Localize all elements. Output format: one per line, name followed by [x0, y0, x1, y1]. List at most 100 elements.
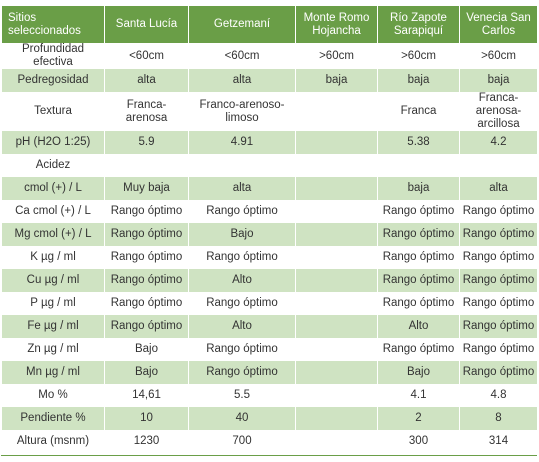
- cell: Rango óptimo: [104, 200, 189, 223]
- row-label: Textura: [1, 92, 105, 131]
- row-label: Mg cmol (+) / L: [1, 223, 105, 246]
- cell: 314: [459, 430, 538, 453]
- header-getzemani: Getzemaní: [188, 6, 296, 43]
- header-rio-zapote: Río Zapote Sarapiquí: [377, 6, 460, 43]
- cell: baja: [377, 69, 460, 92]
- cell: Rango óptimo: [459, 200, 538, 223]
- row-label: cmol (+) / L: [1, 177, 105, 200]
- cell: [295, 200, 378, 223]
- cell: >60cm: [295, 43, 378, 69]
- table-header-row: Sitios seleccionados Santa Lucía Getzema…: [1, 6, 538, 43]
- cell: 300: [377, 430, 460, 453]
- cell: Rango óptimo: [104, 269, 189, 292]
- cell: Alto: [188, 315, 296, 338]
- cell: [295, 338, 378, 361]
- table-bottom-rule: [1, 455, 537, 456]
- cell: alta: [459, 177, 538, 200]
- cell: Rango óptimo: [104, 246, 189, 269]
- cell: 4.1: [377, 384, 460, 407]
- row-label: Pendiente %: [1, 407, 105, 430]
- cell: Franca: [377, 92, 460, 131]
- row-label: Fe µg / ml: [1, 315, 105, 338]
- table-row: Mg cmol (+) / L Rango óptimo Bajo Rango …: [1, 223, 538, 246]
- table-row: Mo % 14,61 5.5 4.1 4.8: [1, 384, 538, 407]
- cell: baja: [459, 69, 538, 92]
- table-row: Fe µg / ml Rango óptimo Alto Alto Rango …: [1, 315, 538, 338]
- row-label: K µg / ml: [1, 246, 105, 269]
- cell: alta: [188, 177, 296, 200]
- cell: baja: [295, 69, 378, 92]
- table-row: Altura (msnm) 1230 700 300 314: [1, 430, 538, 453]
- cell: Franca- arenosa: [104, 92, 189, 131]
- cell: Franco-arenoso-limoso: [188, 92, 296, 131]
- cell: 5.9: [104, 131, 189, 154]
- cell: Rango óptimo: [104, 223, 189, 246]
- cell: [295, 177, 378, 200]
- row-label: Acidez: [1, 154, 105, 177]
- row-label: pH (H2O 1:25): [1, 131, 105, 154]
- table-row: Ca cmol (+) / L Rango óptimo Rango óptim…: [1, 200, 538, 223]
- cell: Rango óptimo: [377, 338, 460, 361]
- cell: >60cm: [377, 43, 460, 69]
- row-label: Profundidad efectiva: [1, 43, 105, 69]
- cell: 10: [104, 407, 189, 430]
- cell: Rango óptimo: [459, 338, 538, 361]
- table-row: Pedregosidad alta alta baja baja baja: [1, 69, 538, 92]
- cell: Rango óptimo: [188, 200, 296, 223]
- row-label: Ca cmol (+) / L: [1, 200, 105, 223]
- table-row: Cu µg / ml Rango óptimo Alto Rango óptim…: [1, 269, 538, 292]
- table-row: K µg / ml Rango óptimo Rango óptimo Rang…: [1, 246, 538, 269]
- cell: <60cm: [104, 43, 189, 69]
- row-label: P µg / ml: [1, 292, 105, 315]
- row-label: Pedregosidad: [1, 69, 105, 92]
- cell: 2: [377, 407, 460, 430]
- cell: Bajo: [104, 361, 189, 384]
- cell: [295, 92, 378, 131]
- cell: [295, 315, 378, 338]
- cell: Rango óptimo: [377, 246, 460, 269]
- table-row: pH (H2O 1:25) 5.9 4.91 5.38 4.2: [1, 131, 538, 154]
- cell: [295, 292, 378, 315]
- cell: alta: [104, 69, 189, 92]
- cell: <60cm: [188, 43, 296, 69]
- cell: Rango óptimo: [459, 361, 538, 384]
- cell: [295, 223, 378, 246]
- cell: Bajo: [188, 223, 296, 246]
- cell: Alto: [188, 269, 296, 292]
- cell: Bajo: [377, 361, 460, 384]
- cell: Rango óptimo: [188, 246, 296, 269]
- cell: baja: [377, 177, 460, 200]
- cell: 4.2: [459, 131, 538, 154]
- cell: >60cm: [459, 43, 538, 69]
- cell: Rango óptimo: [188, 292, 296, 315]
- cell: [295, 154, 378, 177]
- cell: Rango óptimo: [377, 200, 460, 223]
- cell: [188, 154, 296, 177]
- cell: alta: [188, 69, 296, 92]
- header-monte-romo: Monte Romo Hojancha: [295, 6, 378, 43]
- header-venecia: Venecia San Carlos: [459, 6, 538, 43]
- cell: Bajo: [104, 338, 189, 361]
- cell: Rango óptimo: [459, 292, 538, 315]
- header-sites: Sitios seleccionados: [1, 6, 105, 43]
- cell: 40: [188, 407, 296, 430]
- table-row: Mn µg / ml Bajo Rango óptimo Bajo Rango …: [1, 361, 538, 384]
- table-row: Profundidad efectiva <60cm <60cm >60cm >…: [1, 43, 538, 69]
- row-label: Altura (msnm): [1, 430, 105, 453]
- cell: Rango óptimo: [188, 338, 296, 361]
- cell: Rango óptimo: [104, 315, 189, 338]
- row-label: Mn µg / ml: [1, 361, 105, 384]
- table-row: cmol (+) / L Muy baja alta baja alta: [1, 177, 538, 200]
- cell: Rango óptimo: [188, 361, 296, 384]
- header-santa-lucia: Santa Lucía: [104, 6, 189, 43]
- cell: [295, 430, 378, 453]
- cell: Rango óptimo: [377, 223, 460, 246]
- cell: 14,61: [104, 384, 189, 407]
- row-label: Zn µg / ml: [1, 338, 105, 361]
- cell: [377, 154, 460, 177]
- cell: 5.5: [188, 384, 296, 407]
- cell: Rango óptimo: [377, 269, 460, 292]
- cell: [295, 246, 378, 269]
- table-row: Textura Franca- arenosa Franco-arenoso-l…: [1, 92, 538, 131]
- cell: 700: [188, 430, 296, 453]
